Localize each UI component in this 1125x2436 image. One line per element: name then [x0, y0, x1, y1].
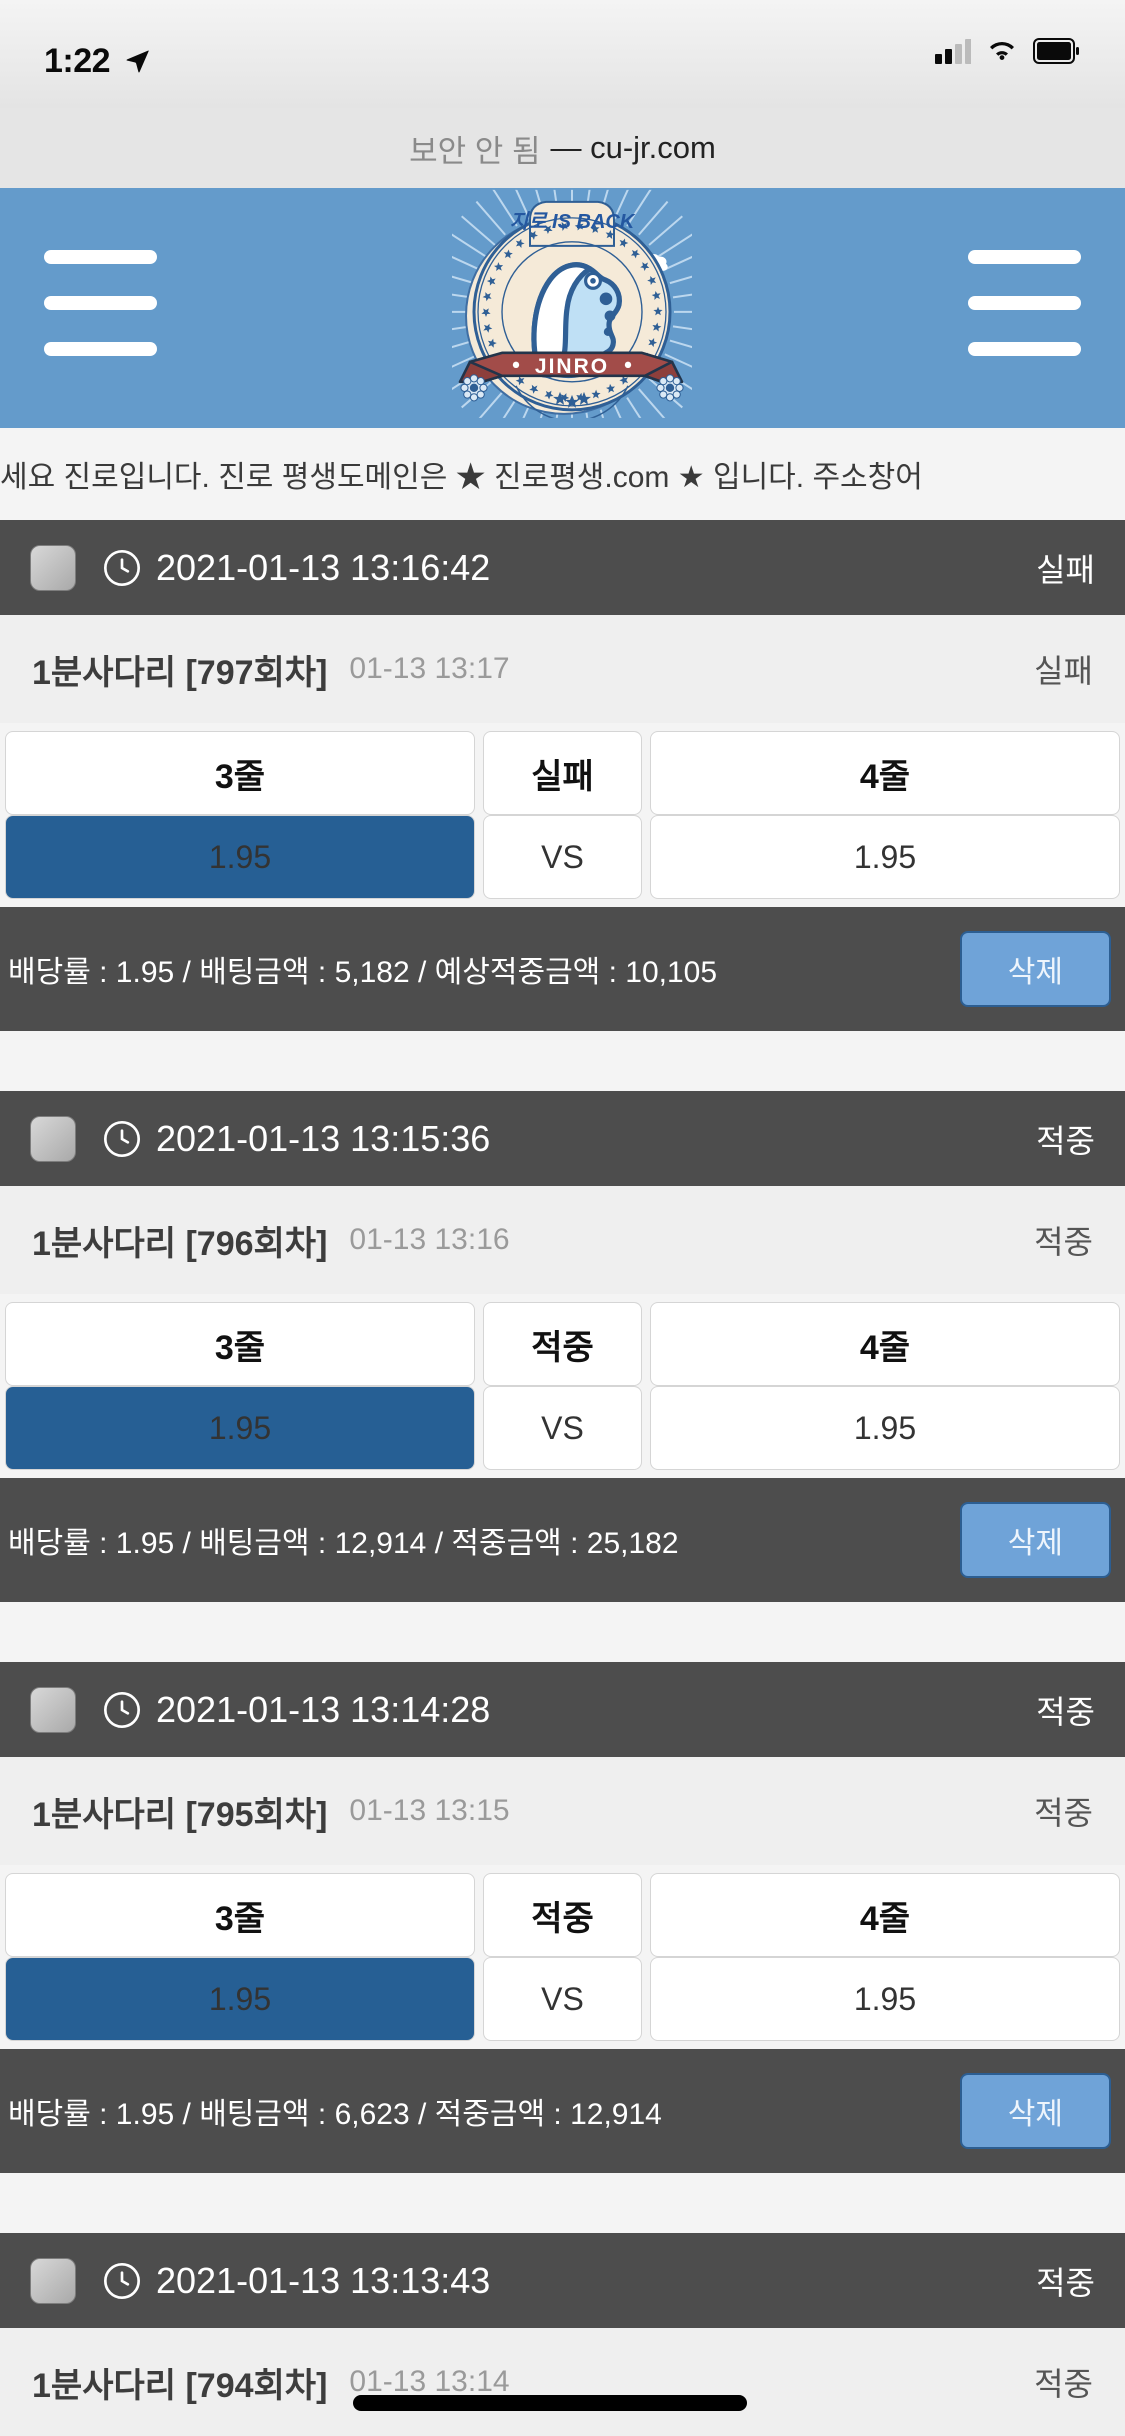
svg-text:JINRO: JINRO	[534, 355, 608, 378]
svg-text:지로 IS BACK: 지로 IS BACK	[509, 211, 635, 233]
